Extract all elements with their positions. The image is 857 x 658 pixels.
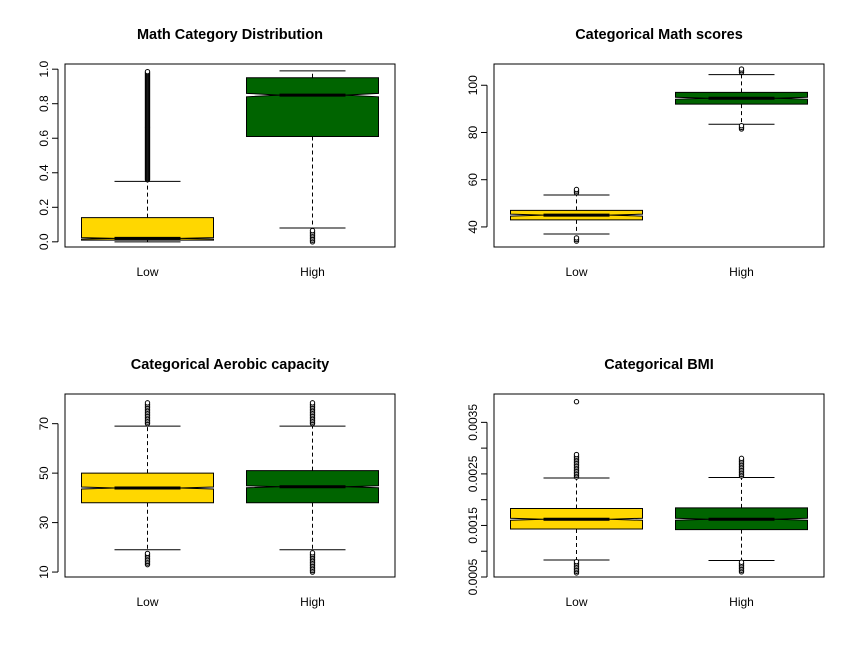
y-tick-label: 0.4 [37, 164, 51, 181]
y-tick-label: 80 [466, 125, 480, 139]
chart-title: Categorical BMI [604, 357, 714, 373]
chart-panel-3: Categorical Aerobic capacity 10 30 50 70 Low H… [37, 357, 396, 609]
plot-frame [64, 63, 396, 248]
box-high [246, 400, 379, 575]
outliers-low [573, 235, 580, 244]
y-tick-label: 0.8 [37, 95, 51, 112]
outlier-point [573, 399, 580, 405]
outliers-high [738, 66, 745, 75]
y-tick-label: 0.0015 [466, 507, 480, 544]
outlier-point [573, 235, 580, 241]
outliers-low [738, 123, 745, 132]
box-high [246, 70, 379, 245]
outlier-point [309, 400, 316, 406]
outliers-high [573, 451, 580, 480]
outliers-high [573, 186, 580, 196]
outliers-low [309, 550, 316, 575]
outliers-high [738, 455, 745, 479]
y-tick-label: 1.0 [37, 61, 51, 78]
outlier-point [144, 68, 151, 75]
box-low [81, 68, 214, 243]
x-tick-label: High [729, 265, 754, 279]
box-low [510, 399, 643, 576]
box-body [246, 77, 379, 138]
x-tick-label: Low [136, 595, 158, 609]
plot-frame [493, 63, 825, 248]
y-tick-label: 30 [37, 516, 51, 530]
box-low [81, 400, 214, 568]
plot-frame [64, 393, 396, 578]
box-high [675, 66, 808, 132]
outlier-point [573, 186, 580, 193]
y-tick-label: 100 [466, 75, 480, 95]
y-tick-label: 0.0025 [466, 455, 480, 492]
y-tick-label: 70 [37, 417, 51, 431]
y-tick-label: 0.2 [37, 199, 51, 216]
outliers-high [144, 400, 151, 427]
y-tick-label: 0.0035 [466, 404, 480, 441]
chart-panel-1: Math Category Distribution 0.0 0.2 0.4 0.6 0.… [37, 27, 396, 279]
y-tick-label: 0.0 [37, 233, 51, 250]
plot-frame [493, 393, 825, 578]
box-high [675, 455, 808, 575]
y-tick-label: 60 [466, 173, 480, 187]
outliers-low [144, 550, 151, 568]
outliers-low [309, 227, 316, 245]
box-body [81, 217, 214, 241]
outlier-point [573, 451, 580, 458]
x-tick-label: High [300, 265, 325, 279]
chart-title: Math Category Distribution [137, 27, 323, 43]
box-low [510, 186, 643, 244]
outlier-point [144, 550, 151, 557]
outliers-high [309, 400, 316, 427]
chart-panel-4: Categorical BMI 0.0005 0.0015 0.0025 0.0035 L… [466, 357, 825, 609]
outlier-point [144, 400, 151, 406]
x-tick-label: Low [136, 265, 158, 279]
chart-title: Categorical Math scores [575, 27, 743, 43]
y-tick-label: 0.0005 [466, 558, 480, 595]
outliers-high [144, 68, 151, 183]
x-tick-label: Low [565, 265, 587, 279]
outlier-point [738, 123, 745, 129]
outlier-point [738, 455, 745, 462]
y-tick-label: 0.6 [37, 130, 51, 147]
outliers-low [573, 558, 580, 576]
outlier-point [573, 558, 580, 565]
chart-title: Categorical Aerobic capacity [131, 357, 330, 373]
x-tick-label: Low [565, 595, 587, 609]
outliers-low [738, 559, 745, 575]
y-tick-label: 10 [37, 565, 51, 579]
outlier-point [738, 66, 745, 72]
x-tick-label: High [300, 595, 325, 609]
y-tick-label: 40 [466, 220, 480, 234]
outlier-point [738, 559, 745, 565]
x-tick-label: High [729, 595, 754, 609]
outlier-point [309, 227, 316, 234]
outlier-point [309, 550, 316, 556]
y-tick-label: 50 [37, 466, 51, 480]
chart-panel-2: Categorical Math scores 40 60 80 100 Low High [466, 27, 825, 279]
